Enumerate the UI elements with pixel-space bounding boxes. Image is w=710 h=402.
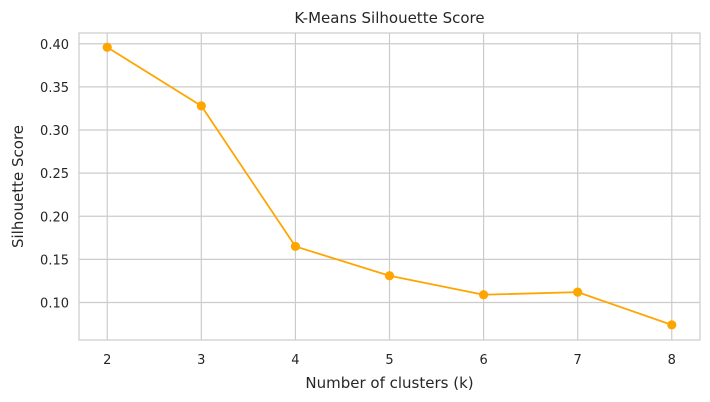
data-point-k3: [196, 101, 206, 111]
y-tick-label: 0.40: [40, 38, 69, 53]
data-point-k7: [573, 287, 583, 297]
x-tick-label: 4: [291, 353, 299, 368]
plot-area-frame: [78, 32, 701, 341]
data-point-k8: [667, 320, 677, 330]
data-point-k6: [478, 290, 489, 300]
tick-labels: 2 3 4 5 6 7 8 0.10 0.15 0.20 0.25 0.30 0.35 0.40: [40, 38, 676, 368]
x-tick-label: 5: [385, 353, 393, 368]
y-tick-label: 0.25: [40, 167, 69, 182]
y-tick-label: 0.30: [40, 124, 69, 139]
x-tick-label: 7: [574, 353, 582, 368]
x-tick-label: 6: [479, 353, 487, 368]
grid-lines: [79, 33, 700, 340]
y-axis-label: Silhouette Score: [9, 125, 27, 248]
data-point-k5: [384, 271, 395, 281]
x-tick-label: 2: [103, 353, 111, 368]
data-point-k2: [102, 42, 112, 52]
series-layer: [102, 42, 677, 330]
y-tick-label: 0.20: [40, 210, 69, 225]
x-tick-label: 3: [197, 353, 205, 368]
data-point-k4: [290, 241, 301, 252]
x-axis-label: Number of clusters (k): [305, 374, 473, 392]
x-tick-label: 8: [668, 353, 676, 368]
y-tick-label: 0.35: [40, 81, 69, 96]
chart-title: K-Means Silhouette Score: [294, 9, 484, 27]
y-tick-label: 0.15: [40, 253, 69, 268]
y-tick-label: 0.10: [40, 296, 69, 311]
